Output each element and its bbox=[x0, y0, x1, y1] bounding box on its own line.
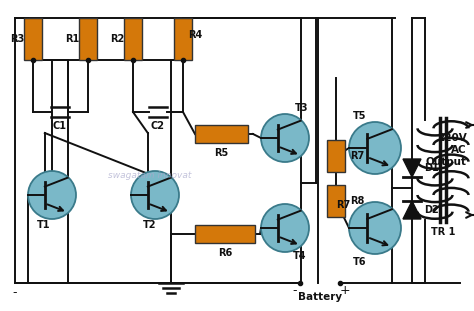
Text: -: - bbox=[13, 286, 17, 299]
Text: R6: R6 bbox=[218, 248, 232, 258]
Text: C1: C1 bbox=[53, 121, 67, 131]
Text: -: - bbox=[293, 285, 297, 298]
Text: D2: D2 bbox=[424, 205, 439, 215]
Text: T6: T6 bbox=[353, 257, 367, 267]
Text: T3: T3 bbox=[295, 103, 309, 113]
Circle shape bbox=[261, 204, 309, 252]
Circle shape bbox=[131, 171, 179, 219]
Text: D1: D1 bbox=[424, 163, 439, 173]
Text: TR 1: TR 1 bbox=[431, 227, 455, 237]
Text: T4: T4 bbox=[293, 251, 307, 261]
Text: Battery: Battery bbox=[298, 292, 342, 302]
Circle shape bbox=[349, 122, 401, 174]
Bar bbox=[195, 225, 255, 243]
Text: swagatam innovat: swagatam innovat bbox=[109, 170, 191, 179]
Text: R4: R4 bbox=[188, 30, 202, 40]
Circle shape bbox=[28, 171, 76, 219]
Text: R7: R7 bbox=[350, 151, 364, 161]
Bar bbox=[327, 140, 345, 172]
Text: R2: R2 bbox=[110, 34, 124, 44]
Bar bbox=[79, 18, 97, 60]
Text: R1: R1 bbox=[65, 34, 79, 44]
Text: 220V
AC
Output: 220V AC Output bbox=[426, 133, 467, 167]
Text: R5: R5 bbox=[214, 148, 228, 158]
Polygon shape bbox=[403, 159, 421, 177]
Text: T5: T5 bbox=[353, 111, 367, 121]
Bar bbox=[327, 185, 345, 217]
Polygon shape bbox=[403, 201, 421, 219]
Text: R8: R8 bbox=[350, 196, 365, 206]
Bar bbox=[174, 18, 192, 60]
Text: R7: R7 bbox=[336, 200, 350, 210]
Text: R3: R3 bbox=[10, 34, 24, 44]
Text: T1: T1 bbox=[37, 220, 51, 230]
Circle shape bbox=[261, 114, 309, 162]
Bar bbox=[124, 18, 142, 60]
Text: T2: T2 bbox=[143, 220, 157, 230]
Bar bbox=[195, 125, 248, 143]
Circle shape bbox=[349, 202, 401, 254]
Text: C2: C2 bbox=[151, 121, 165, 131]
Bar bbox=[24, 18, 42, 60]
Text: +: + bbox=[340, 285, 350, 298]
